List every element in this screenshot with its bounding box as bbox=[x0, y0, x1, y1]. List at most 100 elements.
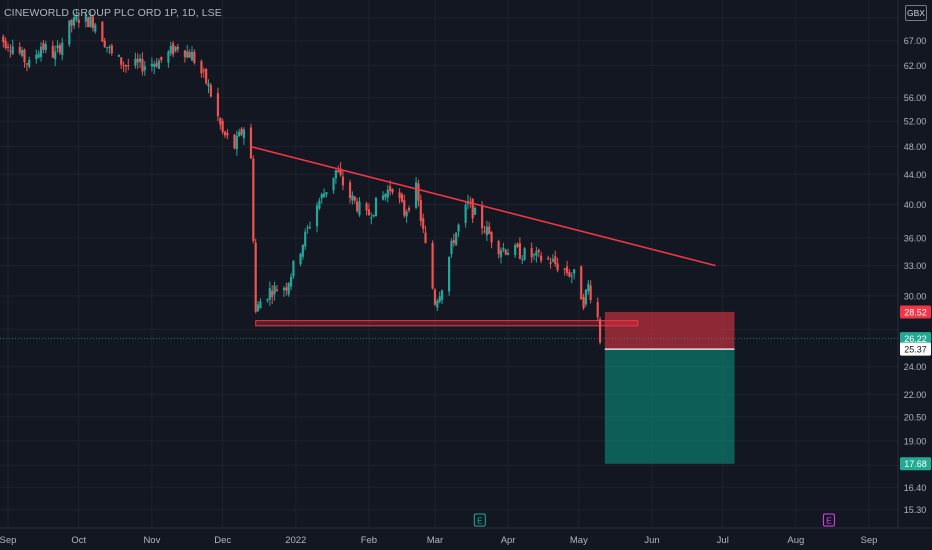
candle-body bbox=[143, 66, 146, 71]
candle-body bbox=[223, 131, 227, 136]
y-tick-label: 48.00 bbox=[904, 142, 927, 152]
support-zone[interactable] bbox=[255, 320, 639, 327]
candles bbox=[2, 9, 602, 345]
y-tick-label: 30.00 bbox=[904, 291, 927, 301]
y-tick-label: 22.00 bbox=[904, 390, 927, 400]
y-tick-label: 15.30 bbox=[904, 505, 927, 515]
candle-body bbox=[438, 296, 441, 303]
candle-body bbox=[155, 62, 158, 67]
candle-body bbox=[549, 262, 552, 264]
candle-body bbox=[68, 20, 71, 45]
candle-body bbox=[138, 58, 142, 63]
stop-loss-zone[interactable] bbox=[604, 311, 735, 350]
candle-body bbox=[457, 224, 460, 232]
y-tick-label: 52.00 bbox=[904, 117, 927, 127]
candle-body bbox=[471, 198, 474, 219]
y-tick-label: 67.00 bbox=[904, 36, 927, 46]
y-tick-label: 24.00 bbox=[904, 362, 927, 372]
candle-body bbox=[514, 245, 517, 256]
take-profit-zone[interactable] bbox=[604, 349, 735, 464]
candle-body bbox=[381, 195, 385, 200]
candle-body bbox=[205, 68, 208, 84]
candle-body bbox=[573, 269, 576, 274]
candle-body bbox=[51, 45, 54, 58]
trendline-layer[interactable] bbox=[0, 145, 898, 340]
candle-body bbox=[504, 249, 507, 255]
candle-body bbox=[547, 257, 550, 260]
candle-body bbox=[287, 282, 290, 295]
candle-body bbox=[61, 42, 64, 55]
candle-body bbox=[455, 232, 458, 246]
earnings-marker[interactable] bbox=[822, 513, 835, 527]
candle-body bbox=[271, 290, 274, 298]
candle-body bbox=[400, 194, 404, 202]
candle-body bbox=[249, 127, 253, 159]
candle-body bbox=[209, 85, 212, 97]
currency-badge[interactable]: GBX bbox=[905, 5, 927, 21]
candle-body bbox=[103, 40, 106, 48]
candle-body bbox=[537, 249, 540, 252]
candle-body bbox=[318, 200, 321, 209]
candle-body bbox=[200, 61, 203, 74]
candle-body bbox=[473, 207, 477, 215]
x-tick-label: Apr bbox=[501, 535, 516, 546]
x-tick-label: Feb bbox=[361, 535, 377, 546]
candle-body bbox=[233, 134, 236, 149]
candle-body bbox=[193, 51, 196, 63]
candle-body bbox=[497, 241, 500, 255]
x-tick-label: May bbox=[570, 535, 588, 546]
candle-body bbox=[341, 176, 345, 186]
candle-body bbox=[150, 63, 153, 67]
candle-body bbox=[6, 46, 10, 49]
candle-body bbox=[9, 50, 12, 52]
candle-body bbox=[42, 43, 45, 50]
price-label-box bbox=[900, 342, 931, 356]
candle-body bbox=[358, 201, 361, 216]
candle-body bbox=[219, 118, 222, 125]
candle-body bbox=[407, 207, 411, 211]
price-label-text: 25.37 bbox=[904, 344, 927, 354]
candle-body bbox=[77, 19, 80, 23]
candle-body bbox=[190, 52, 194, 61]
candle-body bbox=[254, 242, 257, 312]
candle-body bbox=[84, 14, 87, 22]
candle-body bbox=[398, 192, 401, 198]
resistance-trendline[interactable] bbox=[250, 145, 716, 267]
y-tick-label: 33.00 bbox=[904, 261, 927, 271]
candle-body bbox=[101, 22, 104, 42]
annotations[interactable] bbox=[255, 311, 735, 464]
candle-body bbox=[285, 287, 288, 291]
candle-body bbox=[72, 17, 76, 26]
candle-body bbox=[120, 57, 123, 65]
x-tick-label: Nov bbox=[143, 535, 160, 546]
candle-body bbox=[275, 289, 279, 292]
y-tick-label: 16.40 bbox=[904, 483, 927, 493]
candle-body bbox=[351, 195, 354, 201]
candle-body bbox=[87, 17, 90, 28]
x-tick-label: Aug bbox=[787, 535, 804, 546]
x-tick-label: Oct bbox=[71, 535, 86, 546]
candle-body bbox=[506, 252, 510, 256]
candle-body bbox=[127, 65, 130, 67]
candle-body bbox=[188, 52, 191, 58]
earnings-marker-label: E bbox=[826, 516, 832, 526]
x-tick-label: Jun bbox=[644, 535, 659, 546]
candle-body bbox=[256, 304, 260, 312]
candle-body bbox=[105, 47, 109, 49]
candle-body bbox=[551, 259, 555, 262]
candle-body bbox=[365, 203, 368, 211]
candle-body bbox=[450, 241, 453, 255]
candle-body bbox=[176, 46, 179, 50]
x-tick-label: Sep bbox=[0, 535, 16, 546]
candle-body bbox=[94, 24, 97, 32]
candle-body bbox=[356, 201, 359, 212]
symbol-title: CINEWORLD GROUP PLC ORD 1P, 1D, LSE bbox=[4, 7, 222, 19]
candle-body bbox=[488, 226, 491, 234]
candle-body bbox=[122, 65, 125, 67]
price-label-box bbox=[900, 457, 931, 471]
candle-body bbox=[124, 65, 128, 67]
earnings-marker[interactable] bbox=[473, 513, 486, 527]
